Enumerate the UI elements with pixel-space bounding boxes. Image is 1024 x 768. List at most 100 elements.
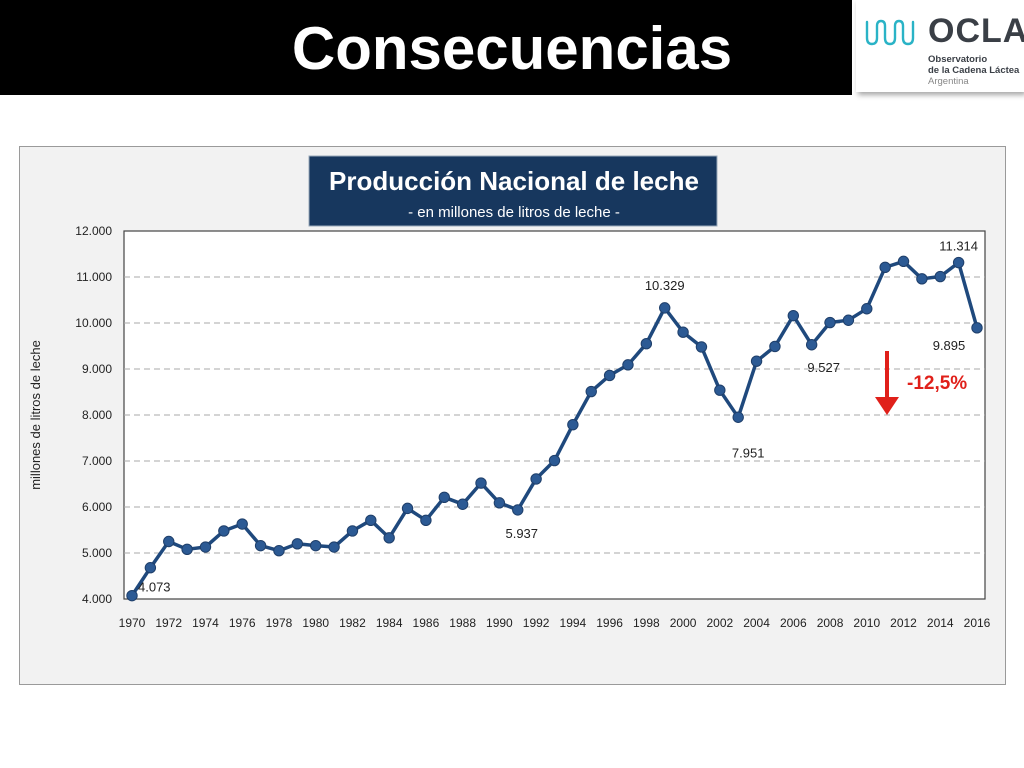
data-label: 5.937 — [505, 526, 538, 541]
data-point — [144, 562, 157, 574]
data-point — [677, 326, 689, 338]
y-tick-label: 6.000 — [82, 500, 112, 514]
x-tick-label: 2016 — [964, 616, 991, 630]
data-point — [695, 341, 708, 353]
data-point — [512, 504, 524, 516]
y-axis-title: millones de litros de leche — [28, 340, 43, 490]
data-point — [236, 518, 248, 530]
data-point — [401, 502, 414, 515]
data-point — [805, 339, 818, 351]
data-point — [126, 589, 138, 602]
data-point — [383, 532, 395, 544]
y-tick-label: 7.000 — [82, 454, 112, 468]
logo-subtitle-2: de la Cadena Láctea — [928, 65, 1020, 76]
data-point — [861, 303, 873, 315]
x-tick-label: 2012 — [890, 616, 917, 630]
chart-title-box — [308, 155, 718, 227]
data-label: 9.527 — [807, 360, 840, 375]
data-point — [548, 454, 561, 467]
data-point — [916, 273, 928, 285]
data-point — [328, 541, 340, 553]
x-tick-label: 1976 — [229, 616, 256, 630]
x-tick-label: 1980 — [302, 616, 329, 630]
y-tick-label: 10.000 — [75, 316, 112, 330]
data-point — [952, 256, 965, 269]
data-label: 9.895 — [933, 338, 966, 353]
y-axis-ticks: 4.000 5.000 6.000 7.000 8.000 9.000 10.000 11.0… — [75, 224, 112, 606]
x-tick-label: 2000 — [670, 616, 697, 630]
data-point — [273, 545, 285, 557]
data-point — [934, 270, 946, 283]
logo-wordmark: OCLA — [928, 12, 1024, 50]
data-point — [585, 385, 597, 398]
series-line — [126, 255, 983, 602]
milk-production-chart: 4.000 5.000 6.000 7.000 8.000 9.000 10.000 11.0… — [28, 155, 991, 630]
data-point — [199, 541, 212, 553]
data-point — [309, 539, 322, 552]
data-point — [842, 314, 855, 326]
y-tick-label: 11.000 — [76, 270, 112, 284]
x-tick-label: 1994 — [560, 616, 587, 630]
chart-subtitle: - en millones de litros de leche - — [408, 204, 620, 221]
logo-wave-icon — [865, 19, 915, 46]
x-tick-label: 2010 — [853, 616, 880, 630]
data-point — [456, 498, 469, 510]
data-point — [346, 525, 359, 537]
data-point — [493, 497, 506, 509]
data-point — [438, 491, 450, 504]
data-point — [787, 309, 800, 322]
data-point — [824, 316, 836, 329]
slide-title: Consecuencias — [291, 15, 733, 82]
x-tick-label: 2002 — [706, 616, 733, 630]
x-tick-label: 2014 — [927, 616, 954, 630]
x-tick-label: 1982 — [339, 616, 366, 630]
data-point — [420, 514, 432, 527]
down-arrow-icon — [875, 351, 899, 415]
data-label: 7.951 — [732, 445, 765, 460]
data-point — [769, 340, 781, 353]
data-point — [750, 355, 763, 367]
data-label: 10.329 — [645, 278, 685, 293]
chart-title: Producción Nacional de leche — [329, 166, 699, 196]
x-tick-label: 2004 — [743, 616, 770, 630]
data-point — [181, 543, 193, 556]
data-point — [254, 539, 267, 552]
data-point — [897, 255, 910, 268]
data-point — [732, 411, 744, 423]
data-point — [659, 302, 671, 314]
x-tick-label: 1984 — [376, 616, 403, 630]
x-tick-label: 1972 — [155, 616, 182, 630]
x-tick-label: 1990 — [486, 616, 513, 630]
data-point — [567, 418, 579, 431]
data-point — [640, 338, 653, 350]
data-point — [714, 384, 726, 396]
ocla-logo: OCLA Observatorio de la Cadena Láctea Ar… — [856, 0, 1024, 92]
x-tick-label: 1992 — [523, 616, 550, 630]
data-labels: 4.073 5.937 10.329 7.951 9.527 11.314 9.895 — [138, 239, 978, 595]
data-point — [163, 535, 175, 548]
chart-frame: 4.000 5.000 6.000 7.000 8.000 9.000 10.000 11.0… — [19, 146, 1006, 685]
x-tick-label: 1996 — [596, 616, 623, 630]
data-label: 11.314 — [939, 239, 978, 254]
logo-subtitle-1: Observatorio — [928, 54, 988, 65]
title-bar — [0, 0, 852, 95]
x-tick-label: 2008 — [817, 616, 844, 630]
data-point — [365, 514, 377, 527]
data-label: 4.073 — [138, 580, 171, 595]
x-tick-label: 1998 — [633, 616, 660, 630]
x-tick-label: 1988 — [449, 616, 476, 630]
data-point — [603, 369, 616, 382]
data-point — [475, 477, 487, 489]
x-tick-label: 1978 — [266, 616, 293, 630]
x-tick-label: 1970 — [119, 616, 146, 630]
data-point — [622, 359, 634, 371]
y-tick-label: 4.000 — [82, 592, 112, 606]
x-tick-label: 1974 — [192, 616, 219, 630]
logo-subtitle-3: Argentina — [928, 76, 969, 87]
y-tick-label: 5.000 — [82, 546, 112, 560]
y-tick-label: 8.000 — [82, 408, 112, 422]
y-tick-label: 12.000 — [75, 224, 112, 238]
data-point — [291, 538, 304, 550]
y-tick-label: 9.000 — [82, 362, 112, 376]
change-annotation: -12,5% — [907, 373, 967, 394]
